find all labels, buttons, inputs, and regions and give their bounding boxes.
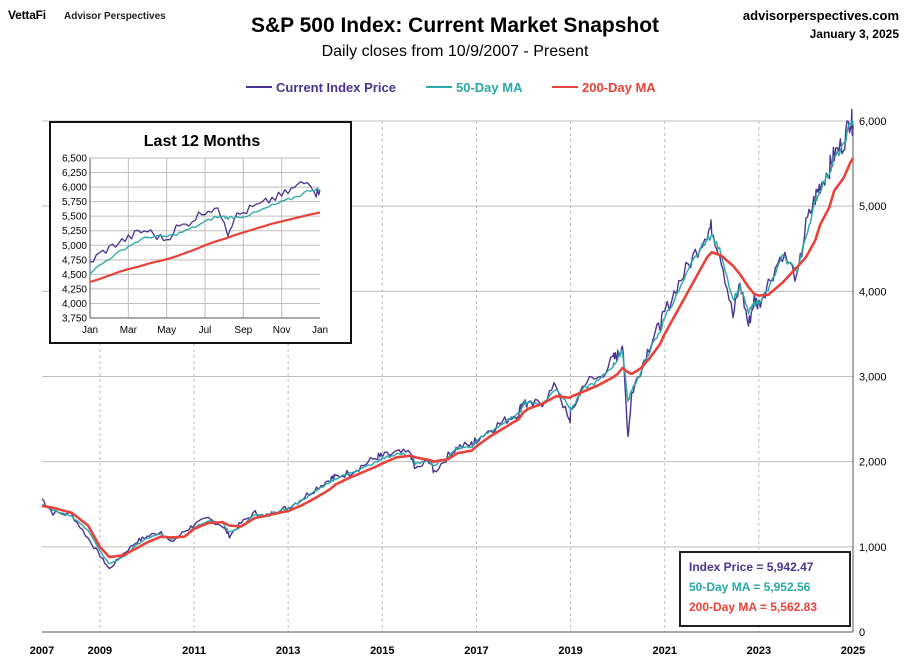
site-url: advisorperspectives.com — [742, 8, 899, 23]
main-x-tick-label: 2015 — [370, 645, 394, 657]
main-x-tick-label: 2019 — [558, 645, 582, 657]
inset-series-ma200 — [89, 211, 321, 283]
legend-label-ma200: 200-Day MA — [582, 80, 656, 95]
inset-x-tick-label: Jan — [82, 325, 98, 336]
legend-swatch-ma50 — [426, 85, 452, 88]
inset-y-tick-label: 5,000 — [62, 241, 87, 252]
inset-frame — [49, 121, 352, 344]
main-y-tick-label: 5,000 — [859, 201, 887, 213]
info-price-value: 5,942.47 — [766, 560, 814, 574]
info-ma200-label: 200-Day MA = — [689, 600, 767, 614]
inset-y-tick-label: 5,500 — [62, 212, 87, 223]
main-x-tick-label: 2017 — [464, 645, 488, 657]
chart-title: S&P 500 Index: Current Market Snapshot — [250, 14, 660, 37]
inset-x-tick-label: Jan — [312, 325, 328, 336]
main-y-tick-label: 6,000 — [859, 116, 887, 128]
inset-y-tick-label: 6,500 — [62, 154, 87, 165]
brand-subtitle: Advisor Perspectives — [64, 11, 166, 22]
info-ma200-value: 5,562.83 — [770, 600, 817, 614]
info-ma200: 200-Day MA = 5,562.83 — [689, 600, 817, 614]
inset-title: Last 12 Months — [143, 133, 261, 150]
inset-x-tick-label: Mar — [120, 325, 138, 336]
inset-y-tick-label: 4,000 — [62, 299, 87, 310]
info-price: Index Price = 5,942.47 — [689, 560, 813, 574]
main-x-tick-label: 2021 — [652, 645, 676, 657]
legend-item-ma50: 50-Day MA — [426, 80, 522, 95]
main-y-tick-label: 4,000 — [859, 286, 887, 298]
chart-subtitle: Daily closes from 10/9/2007 - Present — [321, 43, 589, 60]
info-ma50-label: 50-Day MA = — [689, 580, 761, 594]
main-x-tick-label: 2007 — [30, 645, 54, 657]
inset-y-tick-label: 6,250 — [62, 168, 87, 179]
inset-y-tick-label: 4,500 — [62, 270, 87, 281]
inset-series-price — [89, 180, 321, 263]
main-series-ma200 — [41, 157, 855, 559]
inset-x-tick-label: May — [157, 325, 176, 336]
legend-swatch-ma200 — [552, 85, 578, 88]
legend-item-price: Current Index Price — [246, 80, 396, 95]
main-x-tick-label: 2009 — [88, 645, 112, 657]
legend-label-ma50: 50-Day MA — [456, 80, 523, 95]
main-y-tick-label: 0 — [859, 627, 865, 639]
inset-y-tick-label: 4,250 — [62, 284, 87, 295]
main-series-price — [41, 108, 854, 570]
inset-y-tick-label: 5,250 — [62, 226, 87, 237]
main-series-ma50 — [41, 119, 854, 565]
info-box: Index Price = 5,942.47 50-Day MA = 5,952… — [679, 551, 851, 627]
inset-y-tick-label: 4,750 — [62, 255, 87, 266]
main-y-tick-label: 3,000 — [859, 372, 887, 384]
legend-swatch-price — [246, 85, 272, 88]
inset-y-tick-label: 5,750 — [62, 197, 87, 208]
inset-x-tick-label: Nov — [273, 325, 291, 336]
info-price-label: Index Price = — [689, 560, 764, 574]
main-x-tick-label: 2025 — [841, 645, 865, 657]
brand-logo: VettaFi — [8, 8, 46, 22]
inset-x-tick-label: Sep — [234, 325, 252, 336]
info-ma50: 50-Day MA = 5,952.56 — [689, 580, 810, 594]
main-x-tick-label: 2013 — [276, 645, 300, 657]
main-x-tick-label: 2011 — [182, 645, 206, 657]
info-ma50-value: 5,952.56 — [763, 580, 811, 594]
report-date: January 3, 2025 — [809, 27, 899, 41]
main-y-tick-label: 2,000 — [859, 457, 887, 469]
legend-label-price: Current Index Price — [276, 80, 396, 95]
legend-item-ma200: 200-Day MA — [552, 80, 656, 95]
main-x-tick-label: 2023 — [747, 645, 771, 657]
main-y-tick-label: 1,000 — [859, 542, 887, 554]
inset-y-tick-label: 6,000 — [62, 183, 87, 194]
inset-x-tick-label: Jul — [199, 325, 212, 336]
inset-y-tick-label: 3,750 — [62, 314, 87, 325]
inset-series-ma50 — [89, 187, 321, 275]
